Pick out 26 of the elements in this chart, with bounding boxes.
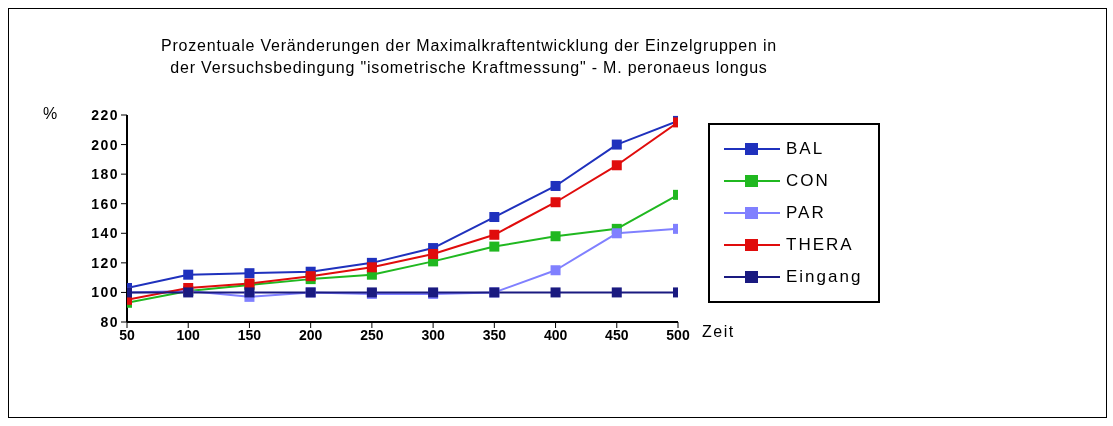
x-tick-label: 100 <box>176 326 201 343</box>
legend-label: Eingang <box>786 267 863 287</box>
y-tick-label: 80 <box>100 313 119 330</box>
chart-title: Prozentuale Veränderungen der Maximalkraftentwicklung der Einzelgruppen in der Versuchsbedingung "isometrische Kraftmessung" - M. peronaeus longus <box>160 36 778 78</box>
y-tick-label: 120 <box>91 254 119 271</box>
x-tick-label: 200 <box>298 326 323 343</box>
legend-label: PAR <box>786 203 826 223</box>
y-tick-label: 220 <box>91 106 119 123</box>
x-tick-label: 150 <box>237 326 262 343</box>
x-axis-title: Zeit <box>702 323 735 340</box>
x-tick-label: 250 <box>360 326 384 343</box>
legend-label: THERA <box>786 235 854 255</box>
legend-label: CON <box>786 171 830 191</box>
y-tick-label: 100 <box>91 284 119 301</box>
y-tick-label: 140 <box>91 225 119 242</box>
x-tick-label: 400 <box>543 326 568 343</box>
y-tick-label: 180 <box>91 166 119 183</box>
y-tick-label: 200 <box>91 136 119 153</box>
y-tick-label: 160 <box>91 195 119 212</box>
x-tick-label: 500 <box>666 326 690 343</box>
legend-label: BAL <box>786 139 825 159</box>
x-tick-label: 50 <box>119 326 135 343</box>
x-tick-label: 450 <box>605 326 629 343</box>
x-tick-label: 300 <box>421 326 445 343</box>
y-axis-title: % <box>43 105 58 123</box>
x-tick-label: 350 <box>482 326 507 343</box>
